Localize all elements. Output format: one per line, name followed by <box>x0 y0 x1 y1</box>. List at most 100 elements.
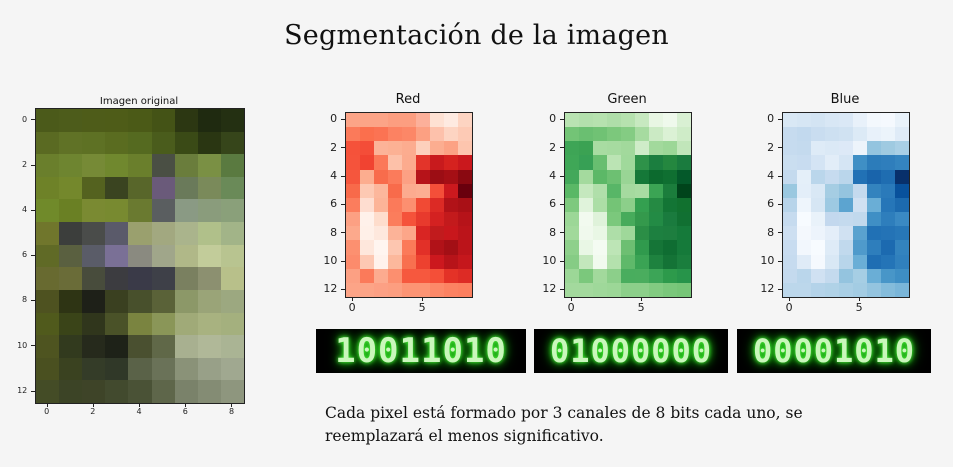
red-pixel-cell <box>430 268 444 283</box>
blue-pixel-cell <box>881 127 895 142</box>
original-pixel-cell <box>174 109 198 132</box>
red-ytick-mark <box>341 147 345 149</box>
red-pixel-cell <box>388 254 402 269</box>
red-xtick-mark <box>422 297 423 301</box>
red-pixel-cell <box>346 183 360 198</box>
green-pixel-cell <box>621 127 635 142</box>
original-pixel-cell <box>36 109 60 132</box>
green-pixel-cell <box>607 197 621 213</box>
blue-pixel-cell <box>895 268 909 283</box>
green-pixel-cell <box>663 226 677 241</box>
blue-pixel-cell <box>881 183 895 198</box>
green-pixel-cell <box>649 212 663 227</box>
original-pixel-cell <box>59 176 83 200</box>
green-pixel-cell <box>621 282 635 297</box>
red-pixel-cell <box>444 113 458 128</box>
green-ytick-mark <box>560 119 564 121</box>
green-ytick-mark <box>560 147 564 149</box>
original-pixel-cell <box>197 131 221 155</box>
blue-pixel-cell <box>797 127 811 142</box>
blue-xtick-mark <box>859 297 860 301</box>
blue-pixel-cell <box>867 183 881 198</box>
blue-pixel-cell <box>853 212 867 227</box>
red-pixel-cell <box>374 183 388 198</box>
red-pixel-cell <box>388 268 402 283</box>
blue-pixel-cell <box>881 268 895 283</box>
blue-channel-axes <box>782 112 910 298</box>
blue-pixel-cell <box>853 197 867 213</box>
blue-bits-text: 00001010 <box>752 332 916 370</box>
green-pixel-cell <box>607 226 621 241</box>
red-ytick-mark <box>341 204 345 205</box>
original-pixel-cell <box>105 335 129 358</box>
blue-pixel-cell <box>867 254 881 269</box>
green-pixel-cell <box>607 212 621 227</box>
green-pixel-cell <box>663 113 677 128</box>
original-pixel-cell <box>36 312 60 336</box>
original-pixel-cell <box>82 154 106 177</box>
original-pixel-cell <box>151 357 175 381</box>
red-pixel-cell <box>444 127 458 142</box>
red-pixel-cell <box>374 141 388 156</box>
red-pixel-cell <box>402 197 416 213</box>
green-pixel-cell <box>607 183 621 198</box>
green-pixel-cell <box>565 226 579 241</box>
blue-pixel-cell <box>825 254 839 269</box>
red-ytick-mark <box>341 288 345 290</box>
green-pixel-cell <box>635 113 649 128</box>
blue-pixel-cell <box>825 155 839 170</box>
original-pixel-cell <box>36 267 60 290</box>
green-pixel-cell <box>677 141 691 156</box>
original-pixel-cell <box>220 244 244 268</box>
blue-pixel-cell <box>839 141 853 156</box>
blue-ytick-mark <box>778 147 782 149</box>
red-pixel-cell <box>360 268 374 283</box>
green-pixel-cell <box>621 155 635 170</box>
blue-ytick-label: 0 <box>767 112 775 126</box>
blue-pixel-cell <box>783 141 797 156</box>
original-pixel-cell <box>220 176 244 200</box>
red-xtick-label: 5 <box>418 301 426 314</box>
blue-pixel-cell <box>867 240 881 255</box>
red-pixel-cell <box>444 268 458 283</box>
blue-pixel-cell <box>783 240 797 255</box>
blue-pixel-cell <box>867 127 881 142</box>
green-pixel-cell <box>649 268 663 283</box>
red-pixel-cell <box>402 240 416 255</box>
red-pixel-cell <box>360 226 374 241</box>
red-pixel-cell <box>416 212 430 227</box>
red-pixel-cell <box>458 183 472 198</box>
red-pixel-cell <box>360 155 374 170</box>
original-ytick-label: 2 <box>22 159 28 169</box>
blue-ytick-mark <box>778 232 782 234</box>
red-pixel-cell <box>360 127 374 142</box>
red-pixel-cell <box>458 226 472 241</box>
green-pixel-cell <box>607 169 621 184</box>
blue-pixel-cell <box>783 197 797 213</box>
green-pixel-cell <box>565 169 579 184</box>
green-pixel-cell <box>621 113 635 128</box>
green-pixel-cell <box>565 183 579 198</box>
original-ytick-label: 6 <box>22 250 28 260</box>
original-pixel-cell <box>36 222 60 245</box>
green-pixel-cell <box>677 183 691 198</box>
green-pixel-cell <box>635 155 649 170</box>
original-pixel-cell <box>151 312 175 336</box>
original-pixel-cell <box>151 244 175 268</box>
green-pixel-cell <box>579 183 593 198</box>
green-pixel-cell <box>621 183 635 198</box>
blue-pixel-cell <box>825 226 839 241</box>
original-pixel-cell <box>197 380 221 403</box>
red-pixel-cell <box>430 282 444 297</box>
red-pixel-cell <box>458 282 472 297</box>
original-pixel-cell <box>128 176 152 200</box>
green-pixel-cell <box>635 212 649 227</box>
blue-pixel-cell <box>867 197 881 213</box>
blue-xtick-mark <box>789 297 790 301</box>
blue-pixel-cell <box>895 141 909 156</box>
original-ytick-label: 8 <box>22 295 28 305</box>
green-pixel-cell <box>565 254 579 269</box>
red-pixel-cell <box>416 127 430 142</box>
green-pixel-cell <box>663 197 677 213</box>
original-pixel-cell <box>36 335 60 358</box>
